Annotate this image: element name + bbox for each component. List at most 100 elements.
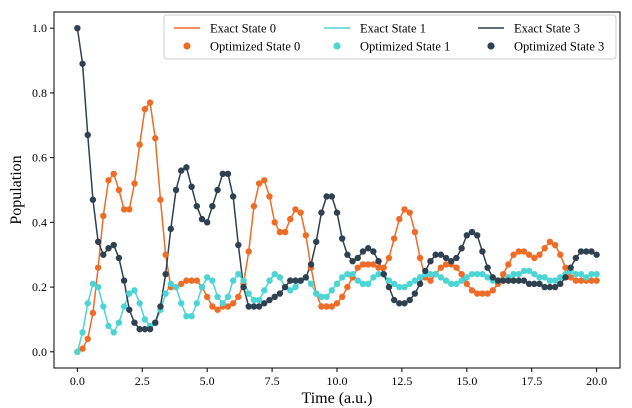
series-point-1: [354, 277, 361, 284]
legend-entry-label: Optimized State 1: [360, 40, 450, 54]
series-point-1: [131, 287, 138, 294]
series-point-0: [271, 219, 278, 226]
series-point-2: [261, 300, 268, 307]
series-point-1: [188, 313, 195, 320]
series-point-0: [442, 261, 450, 268]
y-tick-label: 0.0: [32, 345, 47, 359]
series-point-0: [505, 261, 512, 268]
series-point-2: [292, 277, 299, 284]
series-point-2: [229, 193, 237, 200]
series-point-2: [105, 245, 112, 252]
series-point-1: [162, 290, 169, 297]
y-tick-label: 0.2: [32, 280, 47, 294]
series-point-1: [458, 277, 465, 284]
series-point-1: [364, 280, 372, 288]
series-point-2: [219, 170, 226, 178]
series-point-2: [411, 290, 419, 297]
x-tick-label: 20.0: [586, 374, 607, 388]
series-point-0: [224, 303, 232, 310]
series-point-1: [531, 270, 538, 278]
series-point-2: [588, 248, 595, 255]
series-point-2: [577, 248, 585, 255]
series-point-2: [531, 280, 538, 288]
series-point-0: [89, 309, 97, 317]
series-point-2: [94, 238, 102, 245]
series-point-0: [525, 251, 533, 258]
series-point-0: [255, 180, 263, 187]
series-point-1: [349, 270, 356, 278]
series-point-0: [229, 300, 237, 307]
series-point-1: [120, 303, 128, 310]
series-point-2: [328, 193, 336, 200]
series-point-1: [551, 277, 559, 284]
series-point-2: [146, 325, 154, 333]
series-point-2: [406, 296, 413, 304]
series-point-1: [307, 280, 315, 288]
series-point-1: [94, 283, 102, 291]
series-point-1: [141, 316, 149, 323]
series-point-2: [198, 215, 206, 223]
series-point-1: [593, 270, 600, 278]
series-point-2: [307, 261, 315, 268]
series-point-1: [541, 274, 548, 281]
series-point-0: [203, 293, 211, 300]
series-point-0: [546, 238, 554, 245]
series-point-0: [593, 277, 600, 284]
series-point-2: [172, 186, 180, 194]
series-point-0: [364, 261, 372, 268]
series-point-1: [219, 300, 226, 307]
series-point-1: [198, 283, 206, 291]
series-point-2: [323, 193, 330, 200]
series-point-2: [583, 248, 590, 255]
series-point-1: [203, 274, 211, 281]
series-point-2: [110, 241, 117, 249]
series-point-2: [364, 245, 372, 252]
series-point-0: [292, 206, 299, 213]
series-point-1: [557, 274, 564, 281]
plot-area: [74, 24, 600, 356]
series-point-0: [401, 206, 408, 213]
series-point-0: [541, 245, 548, 252]
x-tick-label: 12.5: [391, 374, 412, 388]
series-point-0: [105, 177, 112, 184]
series-point-1: [442, 277, 450, 284]
series-point-1: [74, 348, 81, 356]
series-point-1: [240, 277, 247, 284]
y-axis-ticks: 0.0 0.2 0.4 0.6 0.8 1.0: [32, 21, 54, 359]
series-point-2: [541, 283, 548, 291]
series-point-0: [126, 206, 133, 213]
series-point-0: [302, 232, 310, 239]
series-point-2: [427, 258, 434, 265]
series-point-2: [100, 251, 107, 258]
series-point-0: [333, 300, 341, 307]
series-point-2: [572, 254, 580, 262]
series-point-0: [136, 141, 143, 148]
series-point-0: [245, 248, 252, 255]
series-point-2: [333, 209, 341, 216]
series-point-1: [468, 270, 476, 278]
series-point-2: [370, 248, 377, 255]
series-point-1: [411, 277, 419, 284]
series-point-1: [333, 280, 341, 288]
series-point-1: [271, 270, 278, 278]
series-point-0: [209, 303, 216, 310]
series-point-0: [385, 254, 393, 262]
legend-entry-label: Exact State 3: [514, 22, 580, 36]
series-point-2: [235, 241, 242, 249]
series-point-1: [515, 270, 522, 278]
series-point-0: [567, 274, 574, 281]
series-point-0: [588, 277, 595, 284]
series-point-2: [318, 209, 325, 216]
series-point-1: [536, 274, 543, 281]
series-point-2: [416, 280, 424, 288]
series-point-1: [255, 296, 263, 304]
series-point-2: [453, 254, 460, 262]
series-point-1: [520, 267, 528, 275]
series-point-2: [510, 277, 517, 284]
series-point-2: [520, 277, 528, 284]
series-point-0: [141, 105, 149, 113]
series-point-0: [120, 206, 128, 213]
series-point-1: [401, 283, 408, 291]
series-point-2: [437, 251, 445, 258]
series-point-0: [261, 177, 268, 184]
